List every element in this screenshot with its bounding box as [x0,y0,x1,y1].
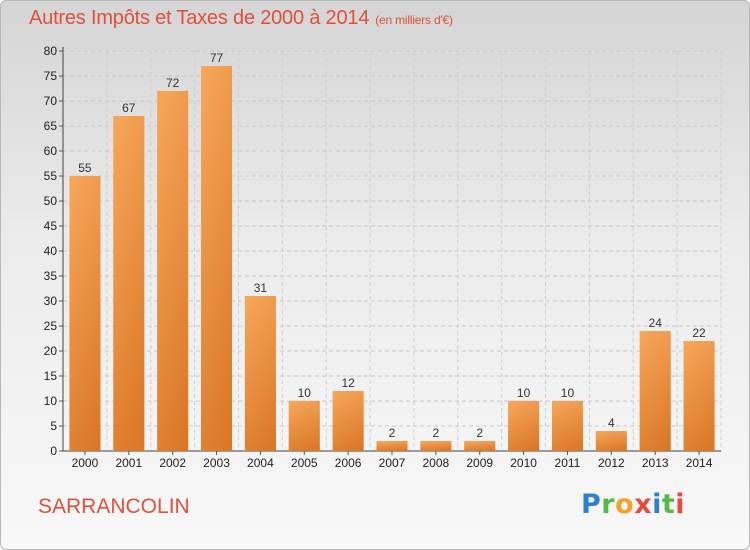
y-tick-label: 5 [50,419,57,433]
value-label-2006: 12 [341,376,355,390]
value-label-2004: 31 [254,281,268,295]
bar-shade-2002 [157,91,189,451]
chart-title-text: Autres Impôts et Taxes de 2000 à 2014 [29,7,370,29]
y-tick-label: 35 [44,269,58,283]
y-tick-label: 25 [44,319,58,333]
bar-shade-2006 [332,391,364,451]
value-label-2009: 2 [476,426,483,440]
y-tick-label: 80 [44,44,58,58]
y-tick-label: 20 [44,344,58,358]
value-label-2003: 77 [210,51,224,65]
grid-lines [62,50,722,452]
value-label-2013: 24 [649,316,663,330]
bar-shade-2014 [683,341,715,451]
chart-unit: (en milliers d'€) [375,13,453,27]
x-tick-label: 2003 [203,456,230,470]
x-tick-label: 2012 [598,456,625,470]
bars [69,66,715,451]
x-tick-label: 2002 [159,456,186,470]
bar-shade-2008 [420,441,452,451]
commune-name: SARRANCOLIN [38,495,190,518]
x-tick-label: 2010 [510,456,537,470]
y-tick-label: 30 [44,294,58,308]
bar-shade-2001 [113,116,145,451]
x-tick-label: 2009 [466,456,493,470]
y-tick-label: 65 [44,119,58,133]
bar-shade-2000 [69,176,101,451]
x-tick-label: 2013 [642,456,669,470]
x-tick-label: 2011 [555,456,581,470]
value-label-2012: 4 [608,416,615,430]
x-tick-label: 2001 [115,456,142,470]
value-label-2001: 67 [122,101,136,115]
y-tick-label: 75 [44,69,58,83]
x-tick-label: 2004 [247,456,274,470]
y-tick-label: 45 [44,219,58,233]
value-label-2002: 72 [166,76,180,90]
x-tick-label: 2008 [423,456,450,470]
chart-title: Autres Impôts et Taxes de 2000 à 2014 (en… [29,7,453,30]
bar-shade-2003 [201,66,233,451]
value-label-2007: 2 [389,426,396,440]
y-tick-label: 70 [44,94,58,108]
y-tick-label: 60 [44,144,58,158]
value-label-2005: 10 [298,386,312,400]
y-tick-label: 55 [44,169,58,183]
value-label-2008: 2 [433,426,440,440]
bar-shade-2013 [639,331,671,451]
y-tick-label: 15 [44,369,58,383]
bar-shade-2012 [595,431,627,451]
labels: 0 5 10 15 20 25 30 35 40 45 50 55 60 65 70 75 80 55 2000 67… [44,44,713,470]
bar-shade-2009 [464,441,496,451]
value-label-2000: 55 [78,161,92,175]
x-tick-label: 2007 [379,456,406,470]
x-tick-label: 2000 [72,456,99,470]
value-label-2011: 10 [561,386,575,400]
bar-shade-2005 [288,401,320,451]
bar-shade-2011 [551,401,583,451]
x-tick-label: 2006 [335,456,362,470]
y-tick-label: 0 [50,444,57,458]
y-tick-label: 40 [44,244,58,258]
x-tick-label: 2014 [686,456,713,470]
bar-shade-2010 [508,401,540,451]
bar-shade-2007 [376,441,408,451]
bar-shade-2004 [244,296,276,451]
proxiti-logo[interactable]: Proxiti [581,489,686,520]
value-label-2010: 10 [517,386,531,400]
y-tick-label: 50 [44,194,58,208]
x-tick-label: 2005 [291,456,318,470]
y-tick-label: 10 [44,394,58,408]
value-label-2014: 22 [692,326,706,340]
